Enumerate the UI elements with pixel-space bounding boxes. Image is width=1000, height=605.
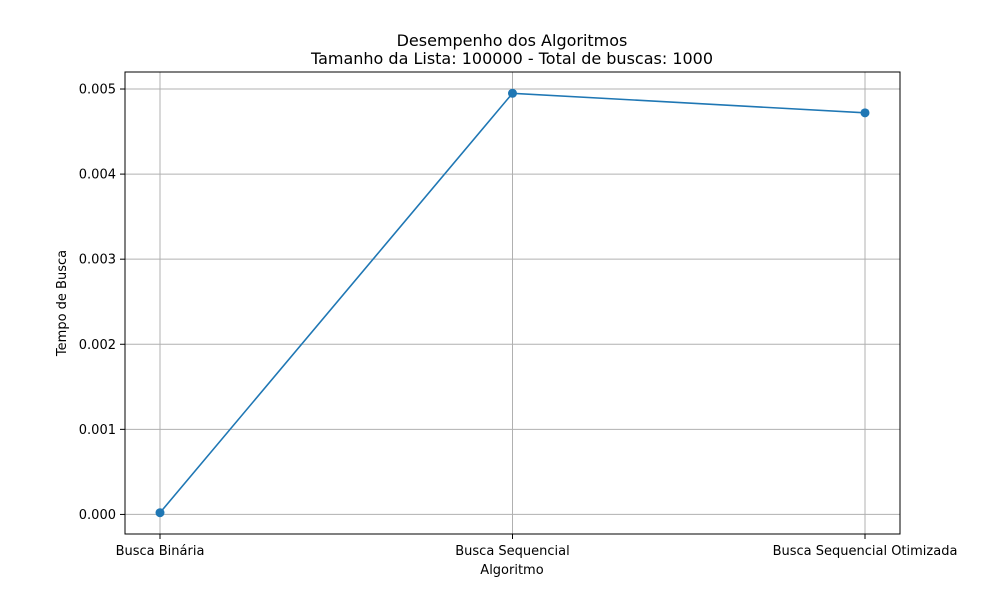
data-point (155, 508, 165, 518)
y-tick-label: 0.000 (79, 508, 116, 523)
y-tick-label: 0.001 (79, 423, 116, 438)
chart-subtitle: Tamanho da Lista: 100000 - Total de busc… (310, 49, 713, 68)
x-axis-label: Algoritmo (480, 563, 543, 578)
ticks-layer: 0.000 0.001 0.002 0.003 0.004 0.005 Busca Biná… (79, 83, 958, 559)
x-tick-label: Busca Binária (116, 544, 205, 559)
series-layer (155, 88, 870, 518)
y-axis-label: Tempo de Busca (55, 250, 70, 357)
y-tick-label: 0.004 (79, 168, 116, 183)
y-tick-label: 0.005 (79, 83, 116, 98)
x-tick-label: Busca Sequencial Otimizada (773, 544, 958, 559)
data-point (860, 108, 870, 118)
chart-title: Desempenho dos Algoritmos (397, 31, 628, 50)
grid-layer (125, 72, 900, 534)
y-tick-label: 0.002 (79, 338, 116, 353)
plot-frame (124, 71, 901, 535)
x-tick-label: Busca Sequencial (455, 544, 570, 559)
data-point (508, 88, 517, 98)
y-tick-label: 0.003 (79, 253, 116, 268)
